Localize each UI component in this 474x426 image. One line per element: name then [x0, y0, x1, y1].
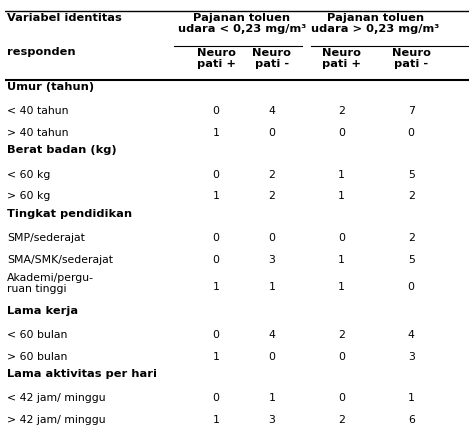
Text: 0: 0	[213, 330, 219, 340]
Text: > 60 bulan: > 60 bulan	[7, 351, 67, 362]
Text: Neuro
pati -: Neuro pati -	[392, 48, 431, 69]
Text: SMA/SMK/sederajat: SMA/SMK/sederajat	[7, 255, 113, 265]
Text: 2: 2	[338, 330, 345, 340]
Text: Pajanan toluen
udara < 0,23 mg/m³: Pajanan toluen udara < 0,23 mg/m³	[178, 13, 306, 34]
Text: 0: 0	[213, 255, 219, 265]
Text: Neuro
pati +: Neuro pati +	[197, 48, 236, 69]
Text: 1: 1	[338, 255, 345, 265]
Text: Neuro
pati +: Neuro pati +	[322, 48, 361, 69]
Text: 1: 1	[338, 191, 345, 201]
Text: < 42 jam/ minggu: < 42 jam/ minggu	[7, 393, 106, 403]
Text: 1: 1	[408, 393, 415, 403]
Text: Pajanan toluen
udara > 0,23 mg/m³: Pajanan toluen udara > 0,23 mg/m³	[311, 13, 439, 34]
Text: 1: 1	[213, 351, 219, 362]
Text: > 42 jam/ minggu: > 42 jam/ minggu	[7, 415, 106, 425]
Text: 1: 1	[213, 191, 219, 201]
Text: 0: 0	[268, 351, 275, 362]
Text: > 40 tahun: > 40 tahun	[7, 128, 69, 138]
Text: 0: 0	[213, 170, 219, 180]
Text: 4: 4	[268, 106, 275, 116]
Text: 2: 2	[268, 170, 275, 180]
Text: 0: 0	[213, 233, 219, 243]
Text: 2: 2	[338, 415, 345, 425]
Text: 1: 1	[213, 282, 219, 292]
Text: 3: 3	[268, 255, 275, 265]
Text: > 60 kg: > 60 kg	[7, 191, 50, 201]
Text: 1: 1	[213, 415, 219, 425]
Text: 0: 0	[338, 393, 345, 403]
Text: Akademi/pergu-
ruan tinggi: Akademi/pergu- ruan tinggi	[7, 273, 94, 294]
Text: Variabel identitas: Variabel identitas	[7, 13, 122, 23]
Text: 1: 1	[268, 282, 275, 292]
Text: 1: 1	[338, 282, 345, 292]
Text: < 40 tahun: < 40 tahun	[7, 106, 69, 116]
Text: 0: 0	[338, 128, 345, 138]
Text: 3: 3	[268, 415, 275, 425]
Text: 2: 2	[408, 191, 415, 201]
Text: 3: 3	[408, 351, 415, 362]
Text: 5: 5	[408, 170, 415, 180]
Text: 0: 0	[268, 128, 275, 138]
Text: 6: 6	[408, 415, 415, 425]
Text: 0: 0	[408, 128, 415, 138]
Text: 0: 0	[338, 233, 345, 243]
Text: Tingkat pendidikan: Tingkat pendidikan	[7, 209, 132, 219]
Text: Umur (tahun): Umur (tahun)	[7, 82, 94, 92]
Text: responden: responden	[7, 47, 76, 57]
Text: 1: 1	[338, 170, 345, 180]
Text: 4: 4	[408, 330, 415, 340]
Text: 5: 5	[408, 255, 415, 265]
Text: Berat badan (kg): Berat badan (kg)	[7, 145, 117, 155]
Text: 0: 0	[268, 233, 275, 243]
Text: 1: 1	[268, 393, 275, 403]
Text: < 60 bulan: < 60 bulan	[7, 330, 67, 340]
Text: Lama aktivitas per hari: Lama aktivitas per hari	[7, 369, 157, 379]
Text: 0: 0	[213, 393, 219, 403]
Text: 0: 0	[213, 106, 219, 116]
Text: < 60 kg: < 60 kg	[7, 170, 50, 180]
Text: 4: 4	[268, 330, 275, 340]
Text: 7: 7	[408, 106, 415, 116]
Text: SMP/sederajat: SMP/sederajat	[7, 233, 85, 243]
Text: 2: 2	[408, 233, 415, 243]
Text: Neuro
pati -: Neuro pati -	[252, 48, 292, 69]
Text: 0: 0	[338, 351, 345, 362]
Text: 0: 0	[408, 282, 415, 292]
Text: 2: 2	[268, 191, 275, 201]
Text: 2: 2	[338, 106, 345, 116]
Text: 1: 1	[213, 128, 219, 138]
Text: Lama kerja: Lama kerja	[7, 306, 78, 316]
